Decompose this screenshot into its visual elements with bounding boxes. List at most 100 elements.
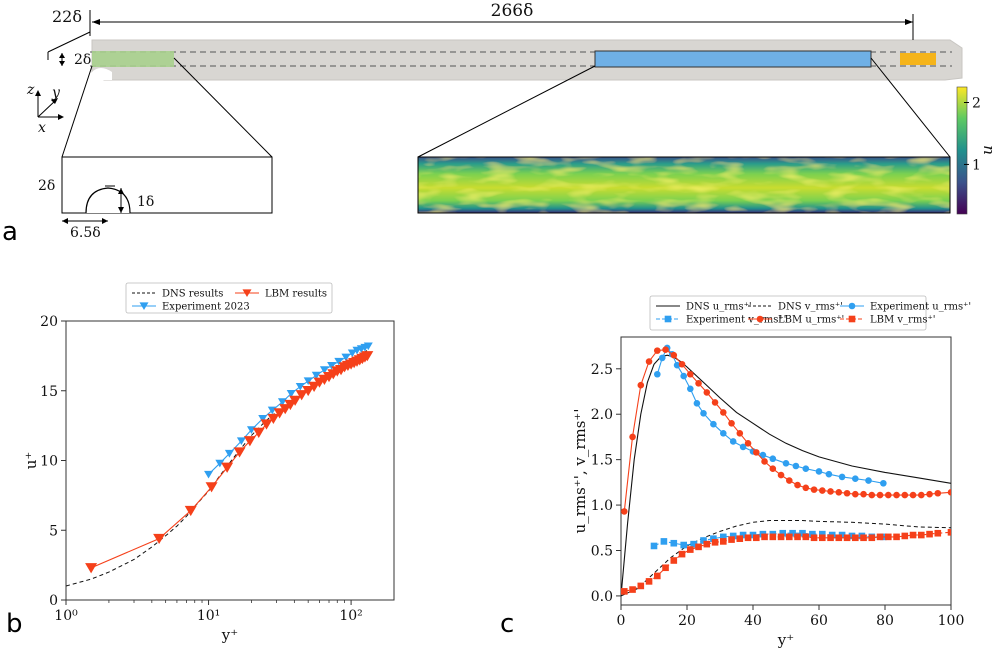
b-ylabel: u⁺ — [22, 452, 40, 470]
b-series-group — [66, 342, 374, 587]
data-point-experiment-u-rms — [658, 354, 666, 362]
legend-marker-lbm-results — [242, 289, 252, 298]
zoom-line-right-2 — [870, 57, 951, 158]
dim-length-arrow-left — [92, 19, 100, 25]
inset-hill — [85, 187, 131, 214]
data-point-experiment-v-rms — [700, 537, 707, 544]
data-point-lbm-v-rms — [819, 534, 826, 542]
c-xtick-label: 80 — [876, 613, 894, 629]
data-point-experiment-u-rms — [700, 410, 707, 417]
legend-marker-experiment-u-rms — [848, 302, 856, 310]
legend-marker-experiment-2023 — [139, 302, 149, 311]
colorbar: 1 2 u — [956, 86, 996, 215]
data-point-experiment-2023 — [319, 366, 329, 374]
data-point-lbm-u-rms — [827, 488, 834, 495]
data-point-experiment-2023 — [258, 415, 268, 423]
legend-label-dns-v-rms: DNS v_rms⁺' — [778, 302, 843, 313]
dim-height-label: 2δ — [74, 52, 91, 68]
panel-a-geometry: 22δ 266δ 2δ z y x — [2, 1, 996, 247]
data-point-lbm-u-rms — [621, 508, 628, 515]
c-ylabel: u_rms⁺', v_rms⁺' — [571, 409, 589, 534]
data-point-lbm-u-rms — [744, 439, 752, 447]
dim-offset-label: 22δ — [52, 7, 82, 26]
data-point-experiment-v-rms — [670, 539, 678, 547]
data-point-lbm-u-rms — [629, 433, 636, 441]
data-point-lbm-u-rms — [720, 409, 727, 416]
data-point-experiment-u-rms — [654, 370, 661, 378]
c-ytick-label: 2.0 — [591, 407, 613, 423]
data-point-lbm-u-rms — [947, 489, 951, 496]
data-point-lbm-v-rms — [621, 588, 628, 595]
data-point-lbm-v-rms — [753, 534, 760, 542]
data-point-lbm-v-rms — [835, 534, 843, 542]
data-point-experiment-2023 — [363, 342, 373, 351]
data-point-lbm-v-rms — [802, 533, 810, 541]
data-point-lbm-results — [233, 447, 246, 458]
data-point-lbm-u-rms — [819, 487, 826, 494]
panel-a-letter: a — [2, 217, 18, 247]
data-point-experiment-u-rms — [693, 400, 701, 407]
series-line-experiment-u-rms — [656, 346, 884, 484]
legend-marker-lbm-v-rms — [848, 315, 856, 323]
dim-height-arrow-down — [59, 61, 65, 66]
data-point-lbm-results — [184, 505, 197, 517]
b-ytick-label: 10 — [40, 454, 58, 470]
data-point-lbm-v-rms — [678, 550, 686, 558]
data-point-experiment-v-rms — [729, 532, 737, 540]
data-point-experiment-2023 — [286, 389, 296, 398]
data-point-lbm-v-rms — [909, 531, 917, 539]
bump-arrow-up — [118, 188, 124, 194]
data-point-experiment-v-rms — [720, 533, 727, 541]
data-point-lbm-results — [243, 436, 256, 447]
data-point-lbm-u-rms — [794, 481, 801, 489]
data-point-lbm-u-rms — [852, 490, 859, 498]
series-line-lbm-u-rms — [623, 349, 951, 512]
data-point-lbm-v-rms — [687, 546, 694, 553]
data-point-lbm-v-rms — [703, 540, 711, 548]
data-point-experiment-2023 — [224, 449, 234, 458]
data-point-lbm-u-rms — [810, 486, 818, 493]
data-point-experiment-2023 — [311, 371, 321, 380]
data-point-lbm-u-rms — [678, 360, 686, 368]
data-point-experiment-u-rms — [739, 443, 747, 451]
data-point-experiment-v-rms — [809, 530, 816, 538]
zoom-line-left-1 — [61, 65, 93, 158]
legend-marker-experiment-v-rms — [664, 315, 672, 323]
legend-label-experiment-u-rms: Experiment u_rms⁺' — [870, 302, 971, 313]
data-point-lbm-v-rms — [670, 557, 678, 564]
data-point-lbm-results — [289, 395, 302, 406]
bump-width-arrow-right — [102, 218, 108, 224]
data-point-experiment-v-rms — [779, 529, 786, 537]
b-xlabel: y⁺ — [221, 626, 238, 644]
data-point-lbm-u-rms — [901, 491, 909, 499]
data-point-lbm-u-rms — [687, 370, 694, 378]
c-xlabel: y⁺ — [777, 631, 794, 649]
data-point-lbm-u-rms — [843, 489, 851, 497]
data-point-experiment-u-rms — [865, 477, 872, 484]
inset-height-label: 2δ — [38, 178, 55, 194]
data-point-experiment-u-rms — [769, 455, 777, 463]
data-point-experiment-v-rms — [690, 540, 697, 548]
data-point-lbm-v-rms — [769, 533, 777, 541]
c-xtick-label: 40 — [744, 613, 762, 629]
series-line-lbm-results — [90, 355, 368, 569]
data-point-lbm-v-rms — [777, 533, 785, 541]
legend-label-experiment-v-rms: Experiment v_rms⁺' — [686, 315, 786, 326]
data-point-lbm-u-rms — [711, 399, 719, 406]
bump-arrow-down — [118, 207, 124, 213]
colorbar-label: u — [978, 145, 996, 155]
b-legend: DNS results LBM results Experiment 2023 — [125, 282, 333, 314]
data-point-lbm-results — [252, 427, 265, 438]
b-ytick-label: 15 — [40, 384, 58, 400]
data-point-lbm-v-rms — [901, 532, 909, 540]
c-xtick-label: 0 — [617, 613, 626, 629]
dim-length-label: 266δ — [491, 1, 534, 21]
legend-label-dns-u-rms: DNS u_rms⁺' — [686, 302, 752, 313]
data-point-lbm-u-rms — [802, 484, 810, 492]
panel-b-chart: 10⁰ 10¹ 10² 0 5 10 15 20 y⁺ u⁺ DNS results LBM resu… — [6, 282, 395, 644]
series-line-dns-results — [66, 349, 368, 587]
legend-label-lbm-u-rms: LBM u_rms⁺' — [778, 315, 844, 326]
axis-x-label: x — [38, 120, 46, 136]
data-point-lbm-results — [279, 404, 292, 415]
